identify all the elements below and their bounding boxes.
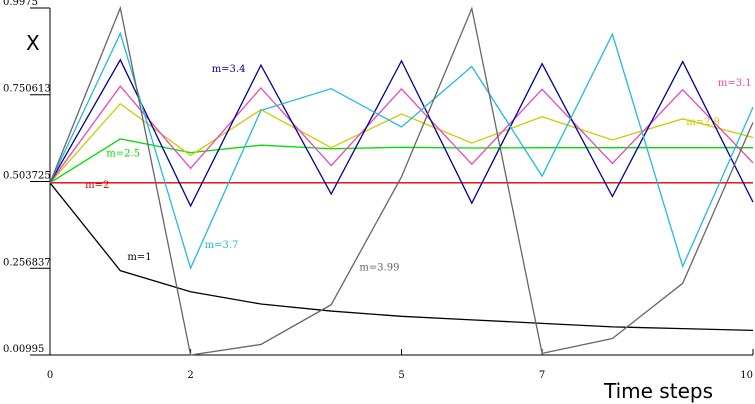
- series-line-m-3-99: [49, 5, 754, 356]
- x-axis-title: Time steps: [603, 379, 713, 403]
- series-label: m=2: [85, 180, 109, 191]
- x-tick-label: 0: [47, 370, 53, 381]
- x-tick-label: 2: [187, 370, 193, 381]
- series-lines: [49, 5, 754, 356]
- axes: 0.00995 0.256837 0.503725 0.750613 0.9975 0 2 5…: [3, 0, 754, 381]
- series-label: m=3.4: [212, 64, 246, 75]
- y-tick-label: 0.750613: [3, 84, 51, 95]
- series-line-m-2-9: [49, 102, 754, 184]
- series-line-m-3-4: [49, 58, 754, 208]
- series-label: m=3.7: [205, 240, 239, 251]
- y-tick-label: 0.9975: [3, 0, 38, 8]
- series-label: m=2.5: [106, 148, 140, 159]
- y-tick-label: 0.00995: [3, 344, 44, 355]
- series-label: m=3.1: [718, 78, 752, 89]
- series-line-m-3-7: [49, 31, 754, 271]
- y-tick-label: 0.256837: [3, 257, 51, 268]
- y-axis-title: X: [26, 31, 40, 55]
- series-line-m-3-1: [49, 85, 754, 184]
- series-label: m=1: [127, 252, 151, 263]
- series-label: m=3.99: [359, 263, 399, 274]
- y-tick-label: 0.503725: [3, 171, 51, 182]
- series-line-m-1: [49, 182, 754, 332]
- x-tick-label: 7: [539, 370, 545, 381]
- series-label: m=2.9: [686, 117, 720, 128]
- x-tick-label: 10: [740, 370, 753, 381]
- x-tick-label: 5: [398, 370, 404, 381]
- series-line-m-2-5: [49, 138, 753, 184]
- series-labels: m=1 m=2 m=2.5 m=2.9 m=3.1 m=3.4 m=3.7 m=3.99: [85, 64, 751, 274]
